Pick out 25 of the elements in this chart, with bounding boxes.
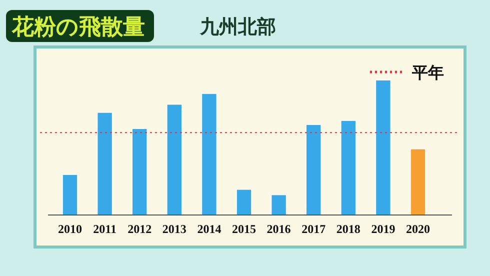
bar xyxy=(62,174,78,216)
bar xyxy=(96,112,113,216)
x-tick-label: 2019 xyxy=(371,222,396,236)
bar xyxy=(375,80,392,216)
bar xyxy=(410,148,426,216)
bar xyxy=(201,93,218,216)
bar xyxy=(236,188,252,216)
x-tick-label: 2015 xyxy=(232,222,256,236)
legend-label: 平年 xyxy=(411,63,444,82)
x-tick-label: 2020 xyxy=(406,222,430,236)
x-tick-label: 2014 xyxy=(197,222,222,236)
x-tick-label: 2012 xyxy=(128,222,152,236)
x-tick-label: 2016 xyxy=(266,222,291,236)
bar xyxy=(340,120,356,216)
subtitle: 九州北部 xyxy=(200,16,276,38)
x-tick-label: 2010 xyxy=(58,222,82,236)
bar xyxy=(166,104,182,216)
bar xyxy=(270,194,287,216)
x-tick-label: 2017 xyxy=(302,222,326,236)
x-tick-label: 2013 xyxy=(162,222,186,236)
x-tick-label: 2018 xyxy=(336,222,360,236)
bar xyxy=(306,124,322,216)
title: 花粉の飛散量 xyxy=(12,15,145,40)
bar xyxy=(132,128,148,216)
x-tick-label: 2011 xyxy=(93,222,116,236)
